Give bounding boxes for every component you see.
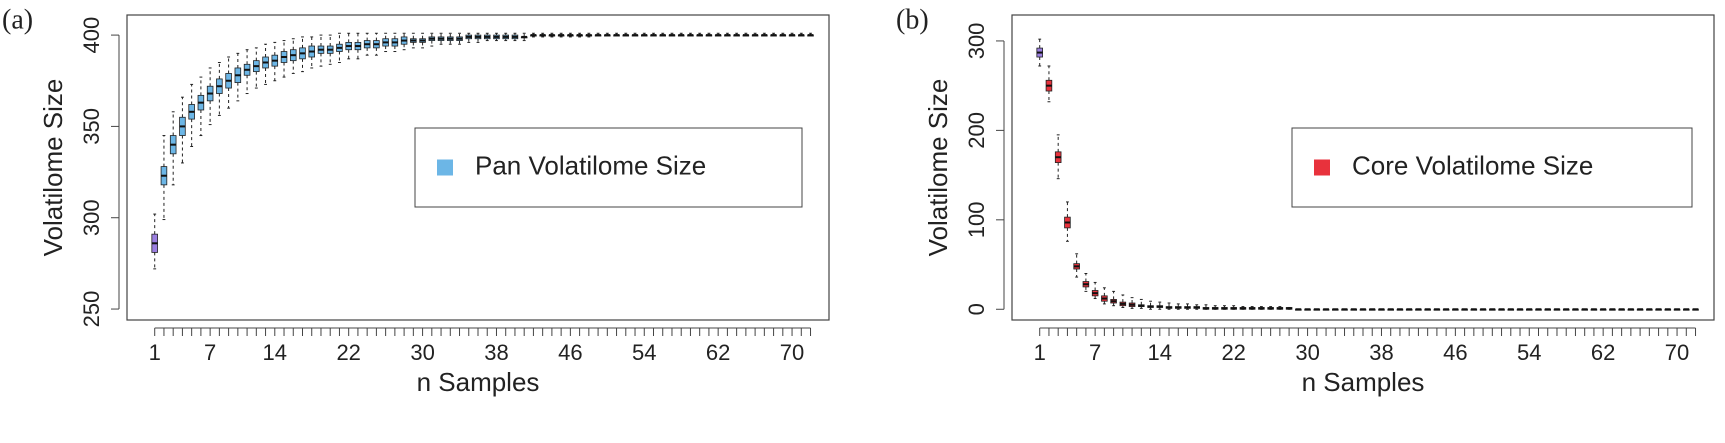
x-axis-title: n Samples	[417, 367, 540, 397]
legend-label: Pan Volatilome Size	[475, 150, 706, 180]
panel-label: (b)	[896, 4, 929, 35]
x-tick-label: 14	[263, 340, 287, 365]
legend-swatch	[1314, 159, 1330, 176]
x-tick-label: 30	[1295, 340, 1319, 365]
panel-label: (a)	[2, 4, 33, 35]
legend-swatch	[437, 159, 453, 176]
x-tick-label: 46	[558, 340, 582, 365]
y-tick-label: 100	[964, 201, 989, 238]
x-tick-label: 70	[780, 340, 804, 365]
legend-label: Core Volatilome Size	[1352, 150, 1593, 180]
x-tick-label: 30	[410, 340, 434, 365]
y-tick-label: 300	[79, 199, 104, 236]
y-tick-label: 200	[964, 112, 989, 149]
x-tick-label: 22	[1221, 340, 1245, 365]
x-tick-label: 38	[1369, 340, 1393, 365]
x-tick-label: 22	[336, 340, 360, 365]
x-axis-title: n Samples	[1302, 367, 1425, 397]
legend-box	[1291, 127, 1693, 208]
x-tick-label: 7	[1089, 340, 1101, 365]
x-tick-label: 62	[706, 340, 730, 365]
y-axis-title: Volatilome Size	[38, 79, 68, 257]
x-tick-label: 1	[149, 340, 161, 365]
plot-frame	[126, 14, 830, 321]
legend-box	[414, 127, 803, 208]
x-tick-label: 62	[1591, 340, 1615, 365]
x-tick-label: 54	[632, 340, 656, 365]
x-tick-label: 1	[1034, 340, 1046, 365]
plot-frame	[1011, 14, 1715, 321]
y-axis-title: Volatilome Size	[923, 79, 953, 257]
x-tick-label: 54	[1517, 340, 1541, 365]
y-tick-label: 0	[964, 303, 989, 315]
y-tick-label: 300	[964, 23, 989, 60]
x-tick-label: 38	[484, 340, 508, 365]
x-tick-label: 70	[1665, 340, 1689, 365]
y-tick-label: 400	[79, 17, 104, 54]
y-tick-label: 350	[79, 108, 104, 145]
x-tick-label: 7	[204, 340, 216, 365]
x-tick-label: 14	[1148, 340, 1172, 365]
y-tick-label: 250	[79, 291, 104, 328]
x-tick-label: 46	[1443, 340, 1467, 365]
